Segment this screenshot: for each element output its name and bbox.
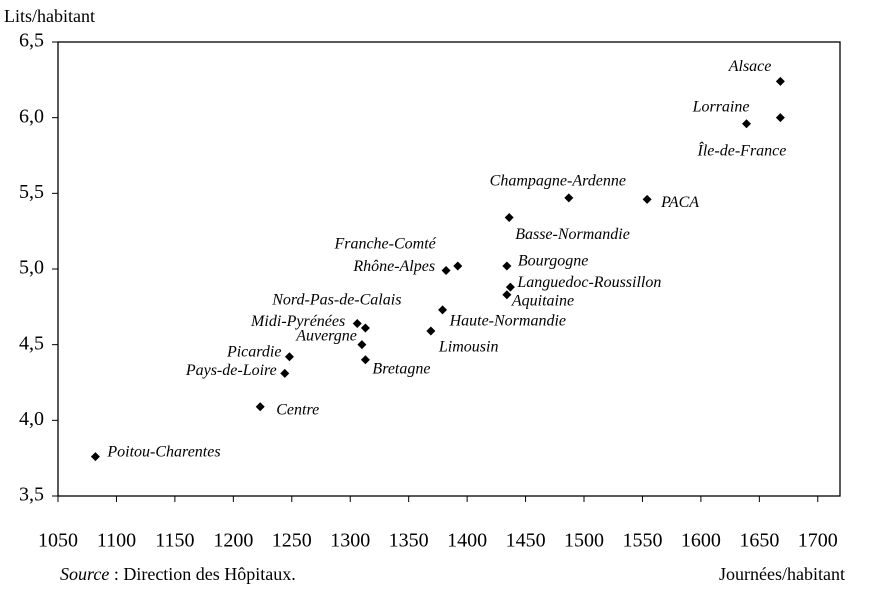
x-tick-label: 1450 [506,530,546,552]
point-label: Limousin [438,339,499,356]
point-label: Bourgogne [518,253,589,270]
point-label: PACA [660,194,699,211]
point [502,290,512,300]
point-label: Midi-Pyrénées [250,313,345,330]
x-tick-label: 1050 [38,530,78,552]
point-label: Île-de-France [697,140,787,159]
point [453,261,463,271]
point [360,323,370,333]
point-label: Bretagne [372,360,430,377]
point [564,193,574,203]
point-label: Languedoc-Roussillon [516,274,661,291]
x-tick-label: 1350 [389,530,429,552]
x-tick-label: 1650 [739,530,779,552]
point-label: Pays-de-Loire [185,362,277,379]
point [642,194,652,204]
point-label: Haute-Normandie [449,313,566,330]
y-tick-label: 5,5 [19,181,44,203]
point-label: Centre [276,401,319,418]
x-tick-label: 1200 [213,530,253,552]
point [775,76,785,86]
point-label: Lorraine [692,98,750,115]
y-tick-label: 6,0 [19,105,44,127]
point [255,402,265,412]
point-label: Aquitaine [511,292,574,309]
point [438,305,448,315]
point-label: Alsace [728,58,772,75]
point-label: Rhône-Alpes [352,258,435,275]
x-tick-label: 1550 [622,530,662,552]
point [352,318,362,328]
point-label: Auvergne [295,327,357,344]
point [505,282,515,292]
x-tick-label: 1150 [155,530,194,552]
x-tick-label: 1600 [681,530,721,552]
source: Source : Direction des Hôpitaux. [60,564,296,584]
point [360,355,370,365]
y-tick-label: 4,0 [19,408,44,430]
point [357,340,367,350]
x-tick-label: 1300 [330,530,370,552]
point [284,352,294,362]
source-label: Source [60,564,109,584]
y-tick-label: 4,5 [19,332,44,354]
point-label: Poitou-Charentes [106,443,220,460]
point-label: Nord-Pas-de-Calais [271,292,401,309]
x-tick-label: 1100 [97,530,136,552]
x-tick-label: 1400 [447,530,487,552]
y-tick-label: 3,5 [19,484,44,506]
source-text: : Direction des Hôpitaux. [109,564,295,584]
point [90,452,100,462]
point [741,119,751,129]
x-tick-label: 1500 [564,530,604,552]
point-label: Basse-Normandie [515,226,630,243]
point [502,261,512,271]
point [775,113,785,123]
point [426,326,436,336]
point [280,368,290,378]
x-tick-label: 1700 [798,530,838,552]
point-label: Champagne-Ardenne [490,173,626,190]
x-axis-label: Journées/habitant [719,564,845,584]
y-axis-label: Lits/habitant [4,6,95,26]
point [441,266,451,276]
point-label: Franche-Comté [333,236,436,253]
y-tick-label: 6,5 [19,30,44,52]
x-tick-label: 1250 [272,530,312,552]
point [504,213,514,223]
point-label: Picardie [226,343,282,360]
y-tick-label: 5,0 [19,257,44,279]
